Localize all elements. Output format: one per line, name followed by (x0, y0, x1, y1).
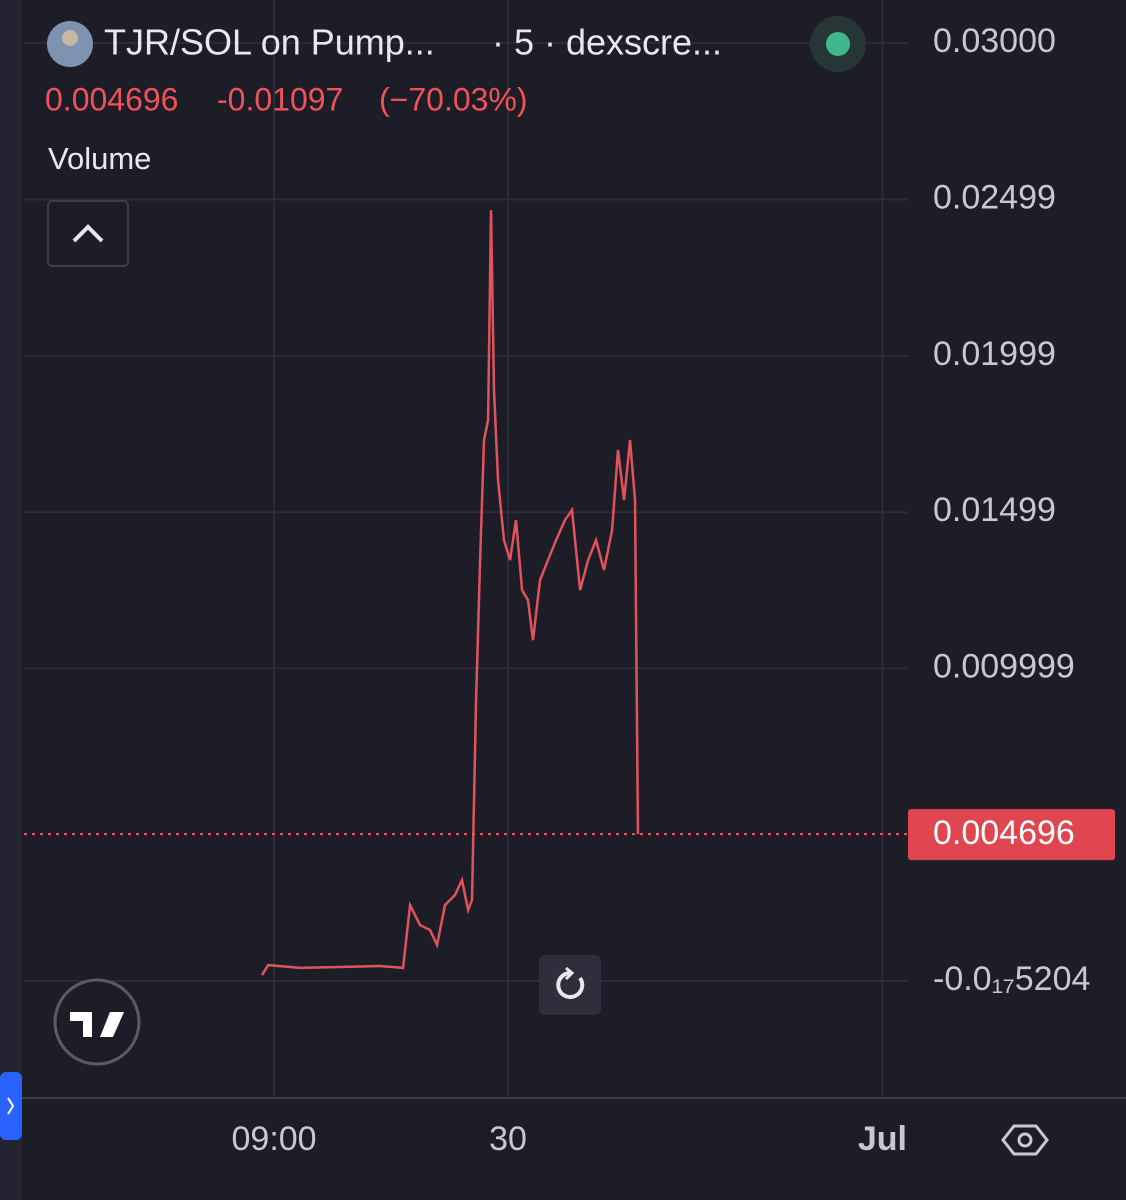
y-tick-label: 0.01499 (933, 491, 1056, 529)
collapse-icon (72, 224, 104, 243)
reset-arrow (564, 966, 575, 981)
settings-button[interactable] (1001, 1124, 1049, 1156)
x-tick-label: Jul (858, 1120, 907, 1158)
reset-icon (556, 971, 585, 999)
y-tick-label: 0.01999 (933, 335, 1056, 373)
left-panel (0, 0, 22, 1200)
settings-icon (1017, 1132, 1033, 1148)
y-tick-label: 0.02499 (933, 179, 1056, 217)
pair-info: · 5 · dexscre... (492, 22, 722, 63)
price-line (260, 210, 640, 976)
x-tick-label: 30 (489, 1120, 527, 1158)
status-dot (826, 32, 850, 56)
reset-button[interactable] (539, 955, 601, 1015)
y-tick-label: 0.03000 (933, 22, 1056, 60)
y-tick-label: 0.009999 (933, 647, 1075, 685)
last-price: 0.004696 (45, 81, 178, 117)
current-price-box (908, 809, 1115, 861)
avatar-face (62, 30, 78, 46)
tv-logo[interactable] (53, 978, 141, 1066)
current-price-label: 0.004696 (933, 814, 1075, 852)
collapse-button[interactable] (47, 200, 129, 267)
indicator-label: Volume (48, 141, 151, 176)
y-tick-label: -0.0₁₇5204 (933, 960, 1090, 998)
x-tick-label: 09:00 (232, 1120, 317, 1158)
pair-title: TJR/SOL on Pump... (104, 22, 435, 63)
tv-logo-mark (70, 1012, 124, 1037)
price-change-pct: (−70.03%) (379, 81, 528, 117)
side-tab-icon (7, 1097, 15, 1115)
price-change: -0.01097 (217, 81, 343, 117)
side-tab[interactable] (0, 1072, 22, 1140)
